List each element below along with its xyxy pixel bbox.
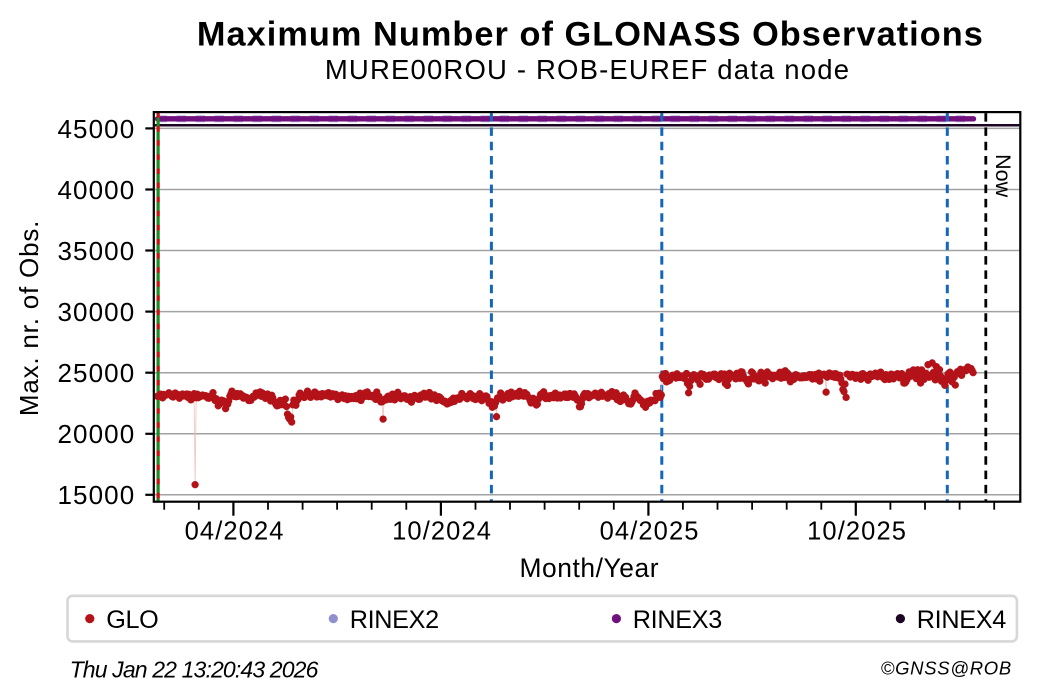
svg-text:30000: 30000 (57, 297, 135, 327)
svg-text:10/2025: 10/2025 (807, 518, 907, 546)
svg-text:15000: 15000 (57, 480, 135, 510)
svg-text:45000: 45000 (57, 114, 135, 144)
svg-text:04/2024: 04/2024 (185, 518, 285, 546)
svg-text:©GNSS@ROB: ©GNSS@ROB (881, 657, 1012, 678)
svg-text:25000: 25000 (57, 358, 135, 388)
svg-text:RINEX4: RINEX4 (917, 606, 1006, 634)
svg-text:GLO: GLO (106, 606, 158, 634)
svg-text:Thu Jan 22 13:20:43 2026: Thu Jan 22 13:20:43 2026 (70, 656, 319, 682)
svg-text:04/2025: 04/2025 (600, 518, 700, 546)
svg-text:MURE00ROU - ROB-EUREF data nod: MURE00ROU - ROB-EUREF data node (325, 54, 850, 85)
svg-text:40000: 40000 (57, 175, 135, 205)
svg-text:RINEX3: RINEX3 (633, 606, 722, 634)
svg-text:10/2024: 10/2024 (392, 518, 492, 546)
svg-text:RINEX2: RINEX2 (350, 606, 439, 634)
svg-text:Month/Year: Month/Year (519, 553, 659, 583)
svg-text:Now: Now (991, 154, 1015, 197)
svg-text:Maximum Number of GLONASS Obse: Maximum Number of GLONASS Observations (197, 15, 984, 53)
svg-text:20000: 20000 (57, 419, 135, 449)
svg-text:Max. nr. of Obs.: Max. nr. of Obs. (14, 220, 44, 416)
svg-text:35000: 35000 (57, 236, 135, 266)
